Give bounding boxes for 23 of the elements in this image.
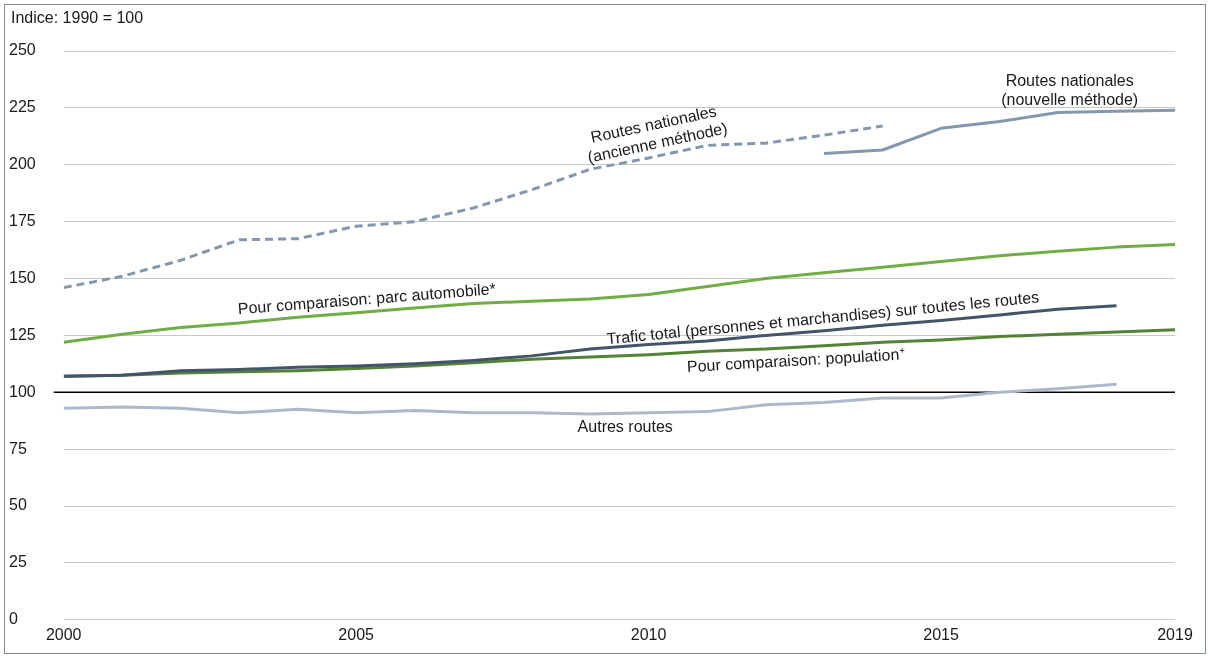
y-tick-label: 50	[9, 496, 27, 514]
x-tick-label: 2000	[45, 625, 82, 643]
y-tick-label: 200	[9, 155, 36, 173]
y-tick-label: 225	[9, 98, 36, 116]
text: Routes nationales (ancienne méthode)	[586, 102, 729, 166]
x-tick-label: 2005	[338, 625, 375, 643]
series-label: Routes nationales (nouvelle méthode)	[1001, 71, 1139, 108]
series-label: Autres routes	[577, 417, 673, 435]
y-tick-label: 175	[9, 212, 36, 230]
text: Trafic total (personnes et marchandises) sur toutes les routes	[605, 288, 1040, 348]
y-axis-title: Indice: 1990 = 100	[11, 9, 144, 27]
y-tick-label: 0	[9, 610, 18, 628]
x-tick-label: 2010	[630, 625, 667, 643]
x-tick-label: 2019	[1157, 625, 1193, 643]
series-label: Pour comparaison: parc automobile*	[237, 280, 497, 318]
series-label: Pour comparaison: population⁺	[686, 345, 905, 376]
y-tick-label: 100	[9, 382, 36, 400]
x-tick-label: 2015	[923, 625, 959, 643]
y-tick-label: 250	[9, 41, 36, 59]
y-tick-label: 125	[9, 325, 36, 343]
y-tick-label: 150	[9, 268, 36, 286]
y-tick-label: 75	[9, 439, 27, 457]
y-tick-label: 25	[9, 553, 27, 571]
